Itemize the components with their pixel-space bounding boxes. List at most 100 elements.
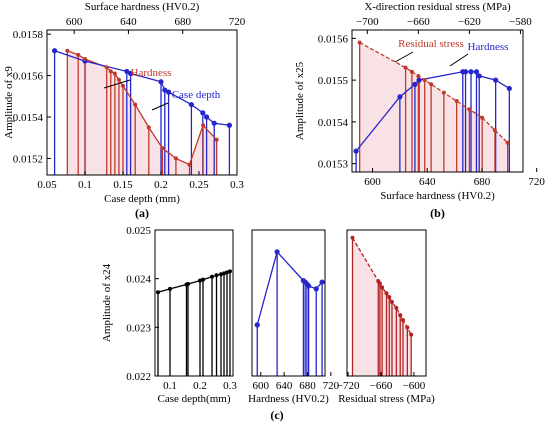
c1-point: [219, 272, 223, 277]
panel-c3-xaxis-tick-label: −600: [403, 380, 426, 392]
panel-c1-xaxis-tick-label: 0.1: [163, 380, 177, 392]
panel-b-yaxis-tick-label: 0.0153: [318, 159, 349, 171]
hardness-point: [412, 81, 418, 87]
case-depth-point: [166, 89, 172, 95]
panel-b-yaxis-tick-label: 0.0154: [318, 117, 349, 129]
panel-a-yaxis-tick-label: 0.0158: [13, 29, 44, 41]
panel-a-xaxis-tick-label: 0.25: [189, 179, 209, 191]
residual-point: [403, 65, 408, 70]
panel-b-label: (b): [430, 206, 445, 220]
panel-c2-frame: [251, 229, 326, 377]
panel-a-yaxis-tick-label: 0.0156: [13, 71, 44, 83]
panel-b-ylabel: Amplitude of x25: [294, 61, 306, 140]
residual-point: [422, 78, 427, 83]
panel-a-xaxis-tick-label: 0.15: [113, 179, 133, 191]
hardness-point: [187, 162, 192, 167]
panel-b-top-axis-tick-label: −620: [458, 16, 481, 28]
panel-a-frame: [46, 29, 238, 176]
panel-a-top-axis-tick-label: 600: [66, 16, 83, 28]
hardness-point: [83, 57, 87, 61]
c3-point: [350, 235, 355, 240]
hardness-point: [353, 148, 359, 154]
hardness-point: [214, 137, 219, 142]
panel-c1-yaxis-tick-label: 0.022: [126, 371, 151, 383]
panel-c-label: (c): [270, 408, 283, 422]
hardness-point: [493, 77, 499, 83]
panel-b-top-axis-tick-label: −660: [407, 16, 430, 28]
panel-a-xaxis-tick-label: 0.1: [78, 179, 92, 191]
residual-fill: [359, 42, 508, 172]
panel-c1-frame: [154, 229, 234, 377]
c3-point: [400, 318, 405, 323]
c1-point: [214, 273, 219, 278]
panel-b-top-axis-tick-label: −580: [509, 16, 532, 28]
panel-b-xaxis-tick-label: 600: [364, 176, 381, 188]
residual-point: [480, 115, 485, 120]
annotation-residual-stress: Residual stress: [398, 38, 464, 50]
panel-c1-ylabel: Amplitude of x24: [101, 263, 113, 342]
c1-point: [156, 290, 160, 295]
panel-a-yaxis-tick-label: 0.0154: [13, 112, 44, 124]
panel-a-xaxis-tick-label: 0.3: [230, 179, 244, 191]
panel-c3-xaxis-tick-label: −660: [370, 380, 393, 392]
panel-a-ylabel: Amplitude of x9: [3, 66, 15, 139]
c1-point: [225, 270, 229, 275]
panel-a-xaxis-tick-label: 0.2: [154, 179, 168, 191]
residual-point: [357, 40, 362, 45]
panel-c3-xaxis-tick-label: −720: [337, 380, 360, 392]
panel-c1-xlabel: Case depth(mm): [157, 393, 230, 405]
panel-b-yaxis-tick-label: 0.0156: [318, 33, 349, 45]
c1-point: [168, 286, 172, 291]
hardness-point: [173, 156, 178, 161]
case-depth-point: [211, 120, 217, 126]
panel-c2-xaxis-tick-label: 640: [276, 380, 293, 392]
panel-a-top-axis-tick-label: 720: [229, 16, 246, 28]
hardness-fill: [67, 50, 217, 175]
residual-point: [429, 82, 434, 87]
hardness-point: [468, 69, 474, 75]
panel-a-xlabel: Case depth (mm): [104, 193, 180, 205]
residual-point: [454, 99, 459, 103]
panel-a-top-label: Surface hardness (HV0.2): [85, 1, 200, 13]
panel-b-xaxis-tick-label: 640: [419, 176, 436, 188]
hardness-point: [416, 77, 422, 83]
panel-a-label: (a): [135, 206, 149, 220]
hardness-point: [462, 69, 469, 75]
c3-point: [405, 325, 410, 330]
c2-line: [256, 250, 323, 326]
panel-c1-yaxis-tick-label: 0.025: [126, 225, 151, 237]
case-depth-point: [188, 101, 194, 108]
case-depth-point: [200, 110, 206, 116]
annotation-arrow: [151, 102, 169, 111]
residual-point: [467, 107, 472, 112]
c2-point: [319, 279, 325, 285]
panel-c2-xlabel: Hardness (HV0.2): [248, 393, 329, 405]
c3-point: [377, 281, 382, 286]
annotation-arrow: [449, 53, 469, 67]
hardness-point: [473, 69, 480, 75]
residual-point: [409, 69, 414, 74]
c3-point: [387, 295, 392, 300]
c3-point: [398, 313, 403, 318]
case-depth-point: [128, 70, 134, 77]
c2-point: [254, 322, 260, 328]
hardness-point: [397, 94, 403, 100]
c2-point: [313, 286, 319, 292]
panel-c3-xlabel: Residual stress (MPa): [338, 393, 435, 405]
panel-b-top-axis-tick-label: −700: [356, 16, 379, 28]
panel-b-xlabel: Surface hardness (HV0.2): [380, 190, 495, 202]
hardness-point: [160, 146, 165, 151]
panel-c2-xaxis-tick-label: 720: [323, 380, 340, 392]
annotation-hardness: Hardness: [131, 67, 172, 79]
c1-point: [222, 271, 226, 276]
panel-c1-xaxis-tick-label: 0.3: [223, 380, 237, 392]
panel-c1-yaxis-tick-label: 0.024: [126, 274, 151, 286]
hardness-point: [116, 77, 121, 82]
c1-point: [201, 277, 205, 282]
c3-point: [389, 300, 394, 305]
panel-c2-xaxis-tick-label: 680: [299, 380, 316, 392]
case-depth-point: [162, 87, 168, 93]
hardness-point: [121, 83, 125, 88]
residual-point: [416, 73, 421, 78]
